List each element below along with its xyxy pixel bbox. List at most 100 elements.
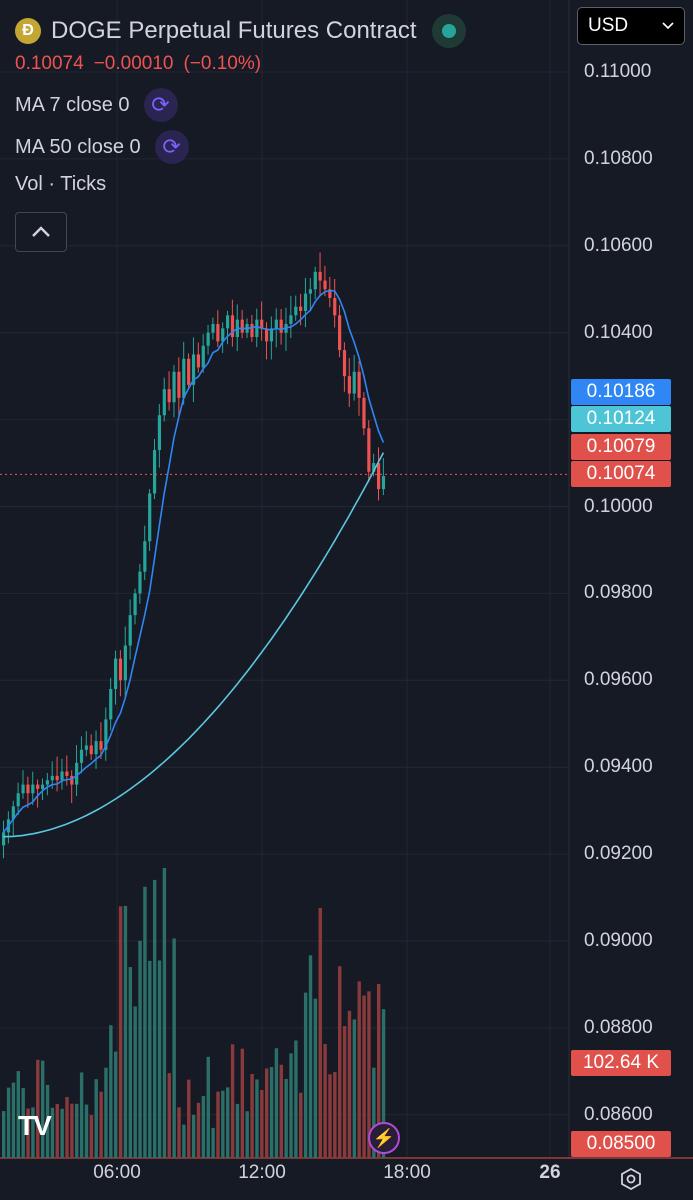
volume-bar (172, 938, 176, 1158)
settings-icon[interactable] (620, 1168, 642, 1190)
volume-bar (206, 1056, 210, 1158)
candle[interactable] (109, 688, 113, 720)
candle[interactable] (221, 328, 225, 342)
candle[interactable] (114, 658, 118, 689)
candle[interactable] (376, 463, 381, 490)
candle[interactable] (313, 271, 317, 290)
candle[interactable] (191, 354, 196, 385)
candle[interactable] (342, 350, 347, 377)
candle[interactable] (216, 324, 220, 342)
refresh-icon[interactable]: ⟳ (143, 88, 178, 122)
candle[interactable] (196, 354, 200, 368)
volume-bar (308, 955, 313, 1158)
candle[interactable] (94, 741, 98, 755)
candle[interactable] (143, 541, 147, 572)
candle[interactable] (357, 371, 361, 398)
volume-bar (376, 983, 381, 1158)
candle[interactable] (279, 319, 283, 333)
candle[interactable] (187, 358, 191, 385)
tradingview-logo-icon[interactable]: TV (18, 1110, 52, 1141)
candle[interactable] (264, 328, 269, 342)
candle[interactable] (260, 319, 264, 329)
candle[interactable] (123, 645, 127, 681)
lightning-icon[interactable]: ⚡ (368, 1122, 400, 1154)
candle[interactable] (26, 784, 30, 794)
candle[interactable] (157, 415, 162, 451)
volume-bar (162, 868, 167, 1158)
market-status-icon[interactable] (432, 14, 467, 48)
volume-bar (299, 1092, 303, 1158)
candle[interactable] (167, 389, 171, 403)
candle[interactable] (303, 293, 308, 311)
candle[interactable] (11, 806, 15, 820)
candle[interactable] (318, 271, 322, 281)
candle[interactable] (372, 463, 376, 472)
candle[interactable] (201, 345, 205, 368)
candle[interactable] (21, 784, 25, 794)
candle[interactable] (31, 784, 35, 794)
candle[interactable] (84, 745, 88, 750)
candle[interactable] (352, 371, 356, 394)
candle[interactable] (338, 315, 342, 351)
candle[interactable] (299, 306, 303, 311)
candle[interactable] (89, 745, 93, 755)
currency-select[interactable]: USD (577, 7, 685, 45)
candle[interactable] (50, 775, 54, 781)
candle[interactable] (274, 319, 278, 329)
candle[interactable] (177, 371, 181, 398)
collapse-legend-button[interactable] (15, 212, 67, 252)
candle[interactable] (104, 719, 108, 750)
candle[interactable] (16, 793, 20, 807)
candle[interactable] (328, 289, 332, 298)
volume-bar (294, 1040, 298, 1158)
candle[interactable] (40, 784, 45, 789)
candle[interactable] (333, 297, 337, 316)
candle[interactable] (172, 371, 176, 403)
volume-legend[interactable]: Vol · Ticks (15, 173, 106, 196)
candle[interactable] (162, 389, 166, 416)
candle[interactable] (240, 319, 244, 333)
candle[interactable] (381, 476, 386, 490)
price-tag: 0.10079 (571, 434, 671, 460)
candle[interactable] (289, 315, 293, 325)
candle[interactable] (255, 319, 259, 338)
candle[interactable] (45, 780, 50, 785)
volume-bar (133, 1006, 137, 1158)
candle[interactable] (308, 289, 313, 294)
volume-bar (274, 1048, 279, 1158)
candle[interactable] (226, 315, 230, 329)
refresh-icon[interactable]: ⟳ (154, 130, 189, 164)
candle[interactable] (230, 315, 235, 338)
candle[interactable] (65, 771, 69, 776)
candle[interactable] (2, 832, 6, 846)
candle[interactable] (294, 306, 298, 316)
candle[interactable] (182, 358, 186, 398)
candle[interactable] (70, 775, 74, 785)
price-tag: 0.10186 (571, 379, 671, 405)
candle[interactable] (269, 328, 274, 342)
candle[interactable] (250, 324, 254, 338)
candle[interactable] (99, 741, 103, 750)
candle[interactable] (323, 280, 327, 290)
candle[interactable] (55, 775, 59, 781)
candle[interactable] (128, 615, 132, 646)
candle[interactable] (79, 749, 84, 763)
doge-coin-icon: Ð (15, 18, 41, 44)
volume-bar (269, 1066, 274, 1158)
candle[interactable] (148, 493, 152, 542)
candle[interactable] (347, 376, 351, 394)
candle[interactable] (133, 593, 137, 616)
candle[interactable] (118, 658, 123, 681)
candle[interactable] (60, 771, 64, 781)
ma7-legend[interactable]: MA 7 close 0 ⟳ (15, 88, 178, 122)
candle[interactable] (152, 450, 157, 494)
candle[interactable] (36, 784, 40, 789)
candle[interactable] (75, 762, 79, 785)
candle[interactable] (138, 571, 142, 594)
candle[interactable] (211, 324, 215, 333)
candle[interactable] (367, 428, 371, 472)
candle[interactable] (362, 397, 366, 429)
candle[interactable] (206, 332, 210, 346)
ma50-legend[interactable]: MA 50 close 0 ⟳ (15, 130, 189, 164)
